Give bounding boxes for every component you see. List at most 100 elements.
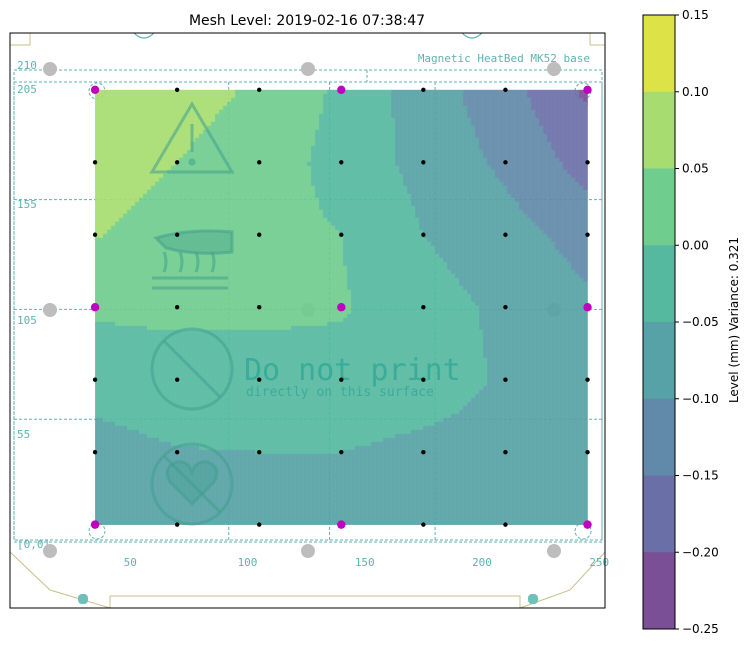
contour-cell [115,113,120,119]
contour-cell [199,185,204,191]
contour-cell [503,201,508,207]
contour-cell [487,101,492,107]
contour-cell [355,241,360,247]
contour-cell [211,209,216,215]
contour-cell [235,173,240,179]
contour-cell [503,181,508,187]
contour-cell [439,93,444,99]
contour-cell [379,213,384,219]
contour-cell [283,181,288,187]
contour-cell [311,97,316,103]
contour-cell [243,201,248,207]
contour-cell [139,229,144,235]
contour-cell [287,129,292,135]
contour-cell [559,221,564,227]
contour-cell [179,173,184,179]
contour-cell [391,137,396,143]
contour-cell [131,93,136,99]
contour-cell [259,125,264,131]
contour-cell [551,141,556,147]
contour-cell [251,213,256,219]
contour-cell [447,97,452,103]
contour-cell [203,105,208,111]
contour-cell [335,217,340,223]
contour-cell [359,201,364,207]
contour-cell [279,113,284,119]
contour-cell [411,205,416,211]
contour-cell [447,105,452,111]
contour-cell [415,181,420,187]
contour-cell [411,153,416,159]
contour-cell [431,105,436,111]
contour-cell [171,145,176,151]
contour-cell [143,121,148,127]
contour-cell [359,109,364,115]
contour-cell [95,229,100,235]
contour-cell [427,189,432,195]
contour-cell [295,93,300,99]
contour-cell [339,121,344,127]
contour-cell [419,133,424,139]
contour-cell [95,173,100,179]
contour-cell [499,217,504,223]
contour-cell [143,185,148,191]
contour-cell [543,133,548,139]
contour-cell [239,169,244,175]
contour-cell [427,133,432,139]
contour-cell [375,209,380,215]
contour-cell [171,149,176,155]
contour-cell [419,245,424,251]
contour-cell [99,189,104,195]
contour-cell [255,209,260,215]
contour-cell [159,149,164,155]
contour-cell [451,217,456,223]
contour-cell [247,201,252,207]
contour-cell [355,153,360,159]
contour-cell [519,205,524,211]
contour-cell [231,165,236,171]
contour-cell [343,97,348,103]
contour-cell [143,153,148,159]
contour-cell [375,233,380,239]
contour-cell [503,189,508,195]
contour-cell [307,189,312,195]
contour-cell [543,221,548,227]
contour-cell [147,89,152,95]
contour-cell [447,189,452,195]
contour-cell [375,157,380,163]
contour-cell [427,217,432,223]
contour-cell [539,97,544,103]
contour-cell [119,97,124,103]
contour-cell [423,221,428,227]
contour-cell [107,221,112,227]
contour-cell [399,149,404,155]
contour-cell [355,193,360,199]
contour-cell [163,153,168,159]
contour-cell [343,201,348,207]
contour-cell [239,89,244,95]
contour-cell [255,205,260,211]
contour-cell [351,117,356,123]
contour-cell [463,109,468,115]
contour-cell [127,145,132,151]
contour-cell [143,137,148,143]
contour-cell [475,185,480,191]
contour-cell [159,189,164,195]
contour-cell [223,141,228,147]
contour-cell [251,161,256,167]
contour-cell [231,145,236,151]
contour-cell [471,117,476,123]
contour-cell [455,97,460,103]
contour-cell [263,153,268,159]
contour-cell [283,129,288,135]
contour-cell [383,165,388,171]
contour-cell [95,129,100,135]
contour-cell [575,181,580,187]
contour-cell [275,149,280,155]
contour-cell [215,165,220,171]
contour-cell [567,241,572,247]
contour-cell [159,113,164,119]
contour-cell [271,225,276,231]
contour-cell [539,117,544,123]
contour-cell [223,121,228,127]
